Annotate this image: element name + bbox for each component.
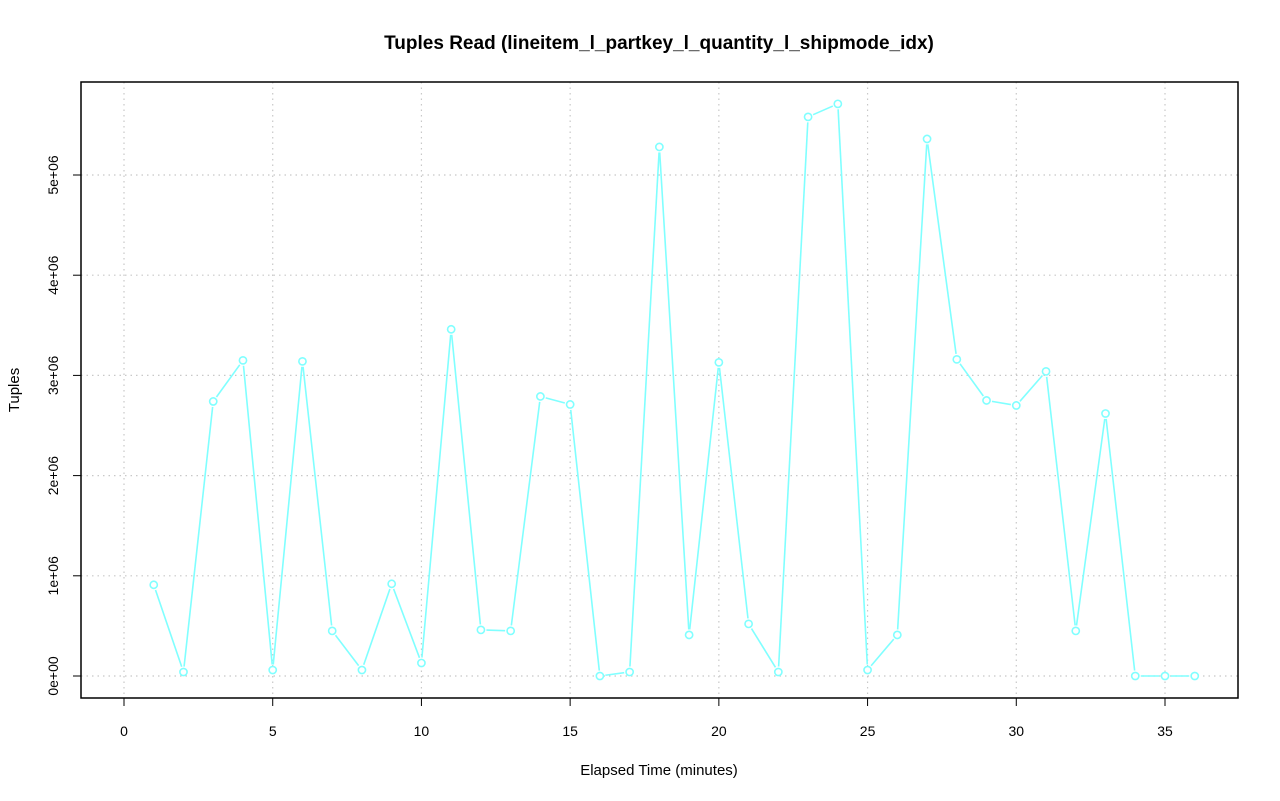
- data-point: [1101, 409, 1110, 418]
- series-line-segment: [1019, 375, 1044, 402]
- data-point: [595, 671, 605, 681]
- data-point: [506, 626, 516, 636]
- y-tick-label: 0e+00: [45, 656, 61, 696]
- series-line-segment: [242, 365, 273, 665]
- series-line-segment: [991, 400, 1011, 406]
- data-point: [238, 355, 248, 365]
- y-tick-label: 5e+06: [45, 155, 61, 195]
- chart-title: Tuples Read (lineitem_l_partkey_l_quanti…: [384, 33, 934, 54]
- data-point: [387, 579, 397, 589]
- data-point: [446, 324, 456, 334]
- data-point: [773, 667, 783, 677]
- series-line-segment: [837, 109, 869, 665]
- series-line-segment: [302, 366, 333, 626]
- data-point: [208, 397, 218, 406]
- series-layer: [149, 99, 1200, 681]
- series-line-segment: [658, 152, 690, 630]
- series-line-segment: [334, 634, 360, 667]
- data-point: [1130, 671, 1140, 681]
- series-line-segment: [1105, 418, 1136, 671]
- series-line-segment: [569, 409, 601, 671]
- series-line-segment: [750, 628, 777, 668]
- data-point: [268, 665, 278, 675]
- data-point: [1041, 366, 1051, 376]
- data-point: [1190, 671, 1200, 681]
- series-line-segment: [154, 589, 183, 668]
- x-tick-label: 20: [711, 723, 727, 739]
- data-point: [982, 396, 991, 405]
- data-point: [863, 665, 872, 675]
- x-tick-label: 5: [269, 723, 277, 739]
- data-point: [179, 667, 188, 677]
- data-point: [476, 625, 486, 635]
- series-line-segment: [1075, 418, 1106, 626]
- x-tick-label: 30: [1008, 723, 1024, 739]
- y-tick-label: 1e+06: [45, 556, 61, 596]
- x-axis: 0 5 10 15 20 25 30 35: [120, 697, 1173, 739]
- series-line-segment: [688, 367, 720, 630]
- y-axis-label: Tuples: [6, 368, 23, 412]
- series-line-segment: [629, 152, 660, 667]
- data-point: [298, 356, 307, 366]
- x-tick-label: 10: [414, 723, 430, 739]
- y-axis: 0e+00 1e+06 2e+06 3e+06 4e+06 5e+06: [45, 155, 81, 696]
- data-point: [417, 658, 426, 668]
- series-line-segment: [926, 144, 957, 355]
- series-line-segment: [605, 671, 625, 677]
- data-point: [1071, 626, 1081, 636]
- data-point: [952, 354, 962, 364]
- series-line-segment: [362, 588, 391, 666]
- data-point: [833, 99, 843, 109]
- data-point: [654, 142, 664, 152]
- data-point: [1011, 401, 1021, 410]
- data-point: [536, 392, 545, 401]
- x-tick-label: 15: [562, 723, 578, 739]
- series-line-segment: [896, 144, 928, 630]
- series-line-segment: [545, 397, 566, 404]
- x-tick-label: 0: [120, 723, 128, 739]
- series-line-segment: [486, 629, 506, 632]
- data-point: [892, 630, 902, 640]
- series-line-segment: [272, 366, 303, 665]
- series-line-segment: [870, 638, 895, 667]
- y-tick-label: 4e+06: [45, 255, 61, 295]
- data-point: [357, 665, 367, 675]
- series-line-segment: [183, 406, 214, 667]
- series-line-segment: [510, 401, 541, 626]
- data-point: [744, 619, 753, 629]
- x-tick-label: 35: [1157, 723, 1173, 739]
- data-point: [1160, 671, 1170, 681]
- series-line-segment: [392, 588, 421, 659]
- data-point: [803, 112, 813, 122]
- series-line-segment: [812, 105, 834, 116]
- y-tick-label: 2e+06: [45, 456, 61, 496]
- data-point: [714, 357, 724, 367]
- series-line-segment: [1045, 376, 1076, 626]
- series-line-segment: [450, 334, 482, 625]
- data-point: [684, 630, 694, 640]
- data-point: [149, 580, 159, 590]
- x-tick-label: 25: [860, 723, 876, 739]
- y-tick-label: 3e+06: [45, 356, 61, 396]
- data-point: [922, 134, 932, 144]
- series-line-segment: [718, 367, 749, 619]
- gridlines: [81, 82, 1238, 698]
- series-line-segment: [777, 122, 809, 667]
- data-point: [327, 626, 337, 636]
- series-line-segment: [421, 334, 452, 658]
- data-point: [565, 400, 575, 409]
- x-axis-label: Elapsed Time (minutes): [580, 762, 738, 779]
- series-line-segment: [215, 364, 241, 398]
- data-point: [625, 667, 635, 677]
- series-line-segment: [959, 363, 984, 397]
